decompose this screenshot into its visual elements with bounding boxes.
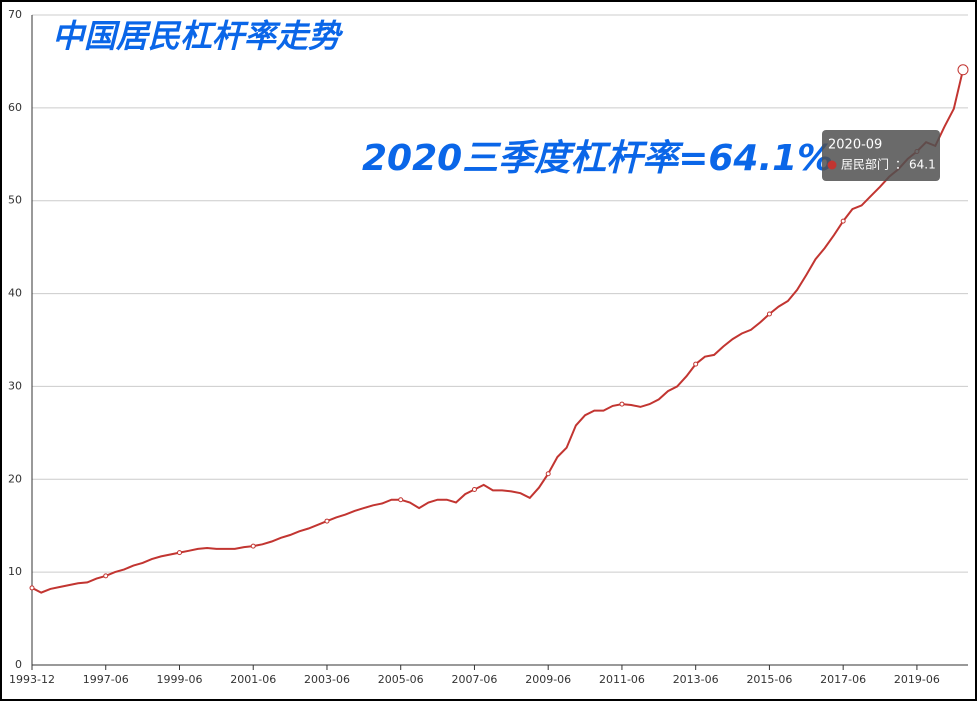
point (176, 550, 182, 556)
line (31, 69, 964, 594)
point (250, 543, 256, 549)
point (840, 218, 846, 224)
tooltip-value: 64.1 (909, 158, 936, 172)
point (545, 471, 551, 477)
x-tick-label: 2019-06 (894, 673, 940, 686)
y-tick-label: 0 (15, 658, 22, 671)
y-tick-label: 70 (8, 8, 22, 21)
point (766, 311, 772, 317)
tooltip-box (822, 130, 940, 181)
tooltip-category: 2020-09 (828, 138, 882, 153)
x-tick-label: 2011-06 (599, 673, 645, 686)
y-tick-label: 10 (8, 565, 22, 578)
x-tick-label: 2005-06 (378, 673, 424, 686)
x-tick-label: 2009-06 (525, 673, 571, 686)
point (693, 361, 699, 367)
x-tick-label: 2015-06 (746, 673, 792, 686)
x-tick-label: 1997-06 (83, 673, 129, 686)
grid-layer: 0 10 20 30 40 50 60 70 1993-12 1997-06 1999-06 2001… (8, 8, 968, 686)
point (471, 487, 477, 492)
point (324, 518, 330, 524)
tooltip-sep: ： (895, 158, 907, 172)
x-tick-label: 1999-06 (157, 673, 203, 686)
y-tick-label: 60 (8, 101, 22, 114)
y-tick-label: 40 (8, 287, 22, 300)
x-tick-label: 1993-12 (9, 673, 55, 686)
y-tick-label: 20 (8, 472, 22, 485)
point (619, 401, 625, 407)
x-tick-label: 2001-06 (230, 673, 276, 686)
y-tick-label: 30 (8, 379, 22, 392)
x-tick-label: 2013-06 (673, 673, 719, 686)
point (398, 497, 404, 503)
annotation: 2020三季度杠杆率=64.1% (362, 138, 833, 179)
x-tick-label: 2007-06 (451, 673, 497, 686)
point (957, 64, 969, 76)
tooltip-dot (827, 160, 837, 170)
point (29, 585, 35, 591)
tooltip-series: 居民部门 (841, 157, 889, 172)
y-tick-label: 50 (8, 194, 22, 207)
x-tick-label: 2017-06 (820, 673, 866, 686)
x-tick-label: 2003-06 (304, 673, 350, 686)
chart-title: 中国居民杠杆率走势 (52, 17, 344, 55)
tooltip: 2020-09 居民部门 ： 64.1 (822, 130, 940, 181)
point (103, 573, 109, 579)
